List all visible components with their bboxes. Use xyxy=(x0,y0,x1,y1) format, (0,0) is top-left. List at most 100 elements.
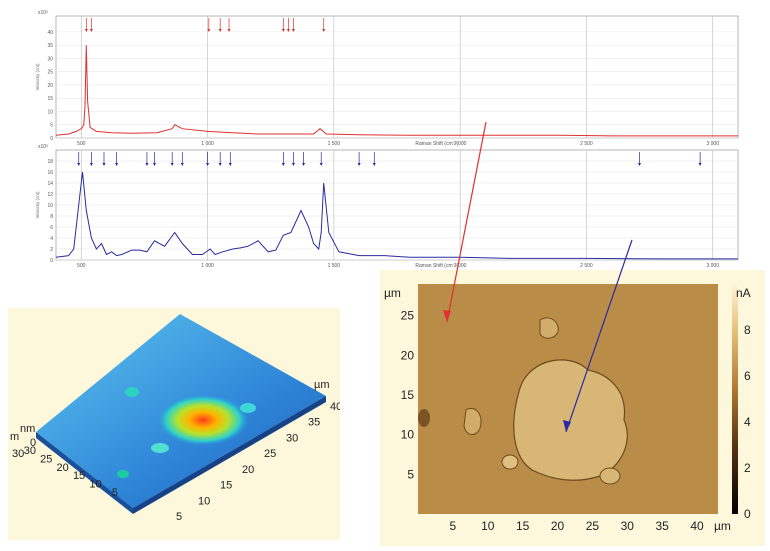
cell-fragment xyxy=(117,470,129,478)
x-tick-label: 1 500 xyxy=(328,141,341,147)
peak-marker-arrow xyxy=(77,163,81,166)
y-tick-label: 25 xyxy=(401,309,415,323)
y-tick-label: 2 xyxy=(50,247,53,253)
peak-marker-arrow xyxy=(372,163,376,166)
peak-marker-arrow xyxy=(207,29,211,32)
cell-fragment xyxy=(463,408,482,435)
peak-marker-arrow xyxy=(281,163,285,166)
x-tick-label: 25 xyxy=(40,453,52,465)
cell-fragment xyxy=(501,454,519,470)
cell-fragment xyxy=(125,387,139,397)
peak-marker-arrow xyxy=(228,163,232,166)
peak-marker-arrow xyxy=(227,29,231,32)
series-line xyxy=(55,171,738,260)
peak-marker-arrow xyxy=(89,29,93,32)
peak-marker-arrow xyxy=(102,163,106,166)
y-tick-label: 20 xyxy=(47,83,53,89)
y-tick-label: 5 xyxy=(407,467,414,481)
peak-marker-arrow xyxy=(302,163,306,166)
x-tick-label: 1 500 xyxy=(328,263,341,269)
y-tick-label: 10 xyxy=(47,109,53,115)
cell-fragment xyxy=(240,403,256,413)
y-tick-label: 0 xyxy=(50,258,53,264)
x-tick-label: 3 000 xyxy=(706,141,719,147)
peak-marker-arrow xyxy=(319,163,323,166)
peak-marker-arrow xyxy=(322,29,326,32)
peak-marker-arrow xyxy=(637,163,641,166)
peak-marker-arrow xyxy=(206,163,210,166)
peak-marker-arrow xyxy=(218,163,222,166)
x-axis-unit: m xyxy=(10,431,19,443)
y-tick-label: 20 xyxy=(401,348,415,362)
peak-marker-arrow xyxy=(145,163,149,166)
peak-marker-arrow xyxy=(291,29,295,32)
x-tick-label: 2 500 xyxy=(580,263,593,269)
peak-marker-arrow xyxy=(180,163,184,166)
y-axis-unit: µm xyxy=(314,379,330,391)
y-tick-label: 4 xyxy=(50,236,53,242)
x-axis-label: Raman Shift (cm⁻¹) xyxy=(415,263,459,269)
y-tick-label: 8 xyxy=(50,214,53,220)
peak-marker-arrow xyxy=(357,163,361,166)
colorbar-unit: nA xyxy=(736,286,751,300)
y-tick-label: 5 xyxy=(50,123,53,129)
colorbar-tick-label: 2 xyxy=(744,461,751,475)
y-tick-label: 14 xyxy=(47,181,53,187)
y-tick-label: 15 xyxy=(220,480,232,492)
x-tick-label: 25 xyxy=(586,519,600,533)
peak-marker-arrow xyxy=(218,29,222,32)
x-tick-label: 30 xyxy=(621,519,635,533)
z-tick-label: 30 xyxy=(12,448,24,460)
y-tick-label: 25 xyxy=(264,448,276,460)
peak-marker-arrow xyxy=(170,163,174,166)
y-tick-label: 10 xyxy=(401,428,415,442)
x-tick-label: 1 000 xyxy=(201,141,214,147)
colorbar-tick-label: 8 xyxy=(744,323,751,337)
cell-fragment xyxy=(539,317,559,339)
x-tick-label: 15 xyxy=(73,470,85,482)
peak-marker-arrow xyxy=(281,29,285,32)
x-tick-label: 1 000 xyxy=(201,263,214,269)
y-tick-label: 30 xyxy=(286,432,298,444)
y-tick-label: 5 xyxy=(176,511,182,523)
y-tick-label: 18 xyxy=(47,159,53,165)
colorbar-tick-label: 4 xyxy=(744,415,751,429)
cell-body xyxy=(157,394,249,446)
x-tick-label: 40 xyxy=(690,519,704,533)
y-axis-label: Intensity (cnt) xyxy=(35,63,40,91)
plot-frame xyxy=(55,15,739,139)
y-tick-label: 0 xyxy=(50,136,53,142)
x-tick-label: 5 xyxy=(450,519,457,533)
y-axis-unit: µm xyxy=(384,286,401,300)
y-tick-label: 10 xyxy=(198,495,210,507)
y-exponent: x10³ xyxy=(38,144,48,150)
y-tick-label: 10 xyxy=(47,203,53,209)
surface-side xyxy=(36,432,133,514)
peak-marker-arrow xyxy=(84,29,88,32)
y-tick-label: 40 xyxy=(330,401,340,413)
y-tick-label: 15 xyxy=(47,96,53,102)
x-tick-label: 10 xyxy=(89,479,101,491)
y-tick-label: 35 xyxy=(308,417,320,429)
x-axis-unit: µm xyxy=(714,519,731,533)
x-tick-label: 35 xyxy=(656,519,670,533)
x-tick-label: 20 xyxy=(551,519,565,533)
peak-marker-arrow xyxy=(89,163,93,166)
peak-marker-arrow xyxy=(698,163,702,166)
surface-front xyxy=(133,396,326,514)
z-tick-label: 0 xyxy=(30,437,36,449)
x-tick-label: 2 500 xyxy=(580,141,593,147)
z-axis-unit: nm xyxy=(20,423,35,435)
y-tick-label: 15 xyxy=(401,388,415,402)
cell-fragment xyxy=(151,443,169,453)
y-axis-label: Intensity (cnt) xyxy=(35,191,40,219)
peak-marker-arrow xyxy=(291,163,295,166)
y-tick-label: 16 xyxy=(47,170,53,176)
y-exponent: x10³ xyxy=(38,10,48,16)
peak-marker-arrow xyxy=(286,29,290,32)
